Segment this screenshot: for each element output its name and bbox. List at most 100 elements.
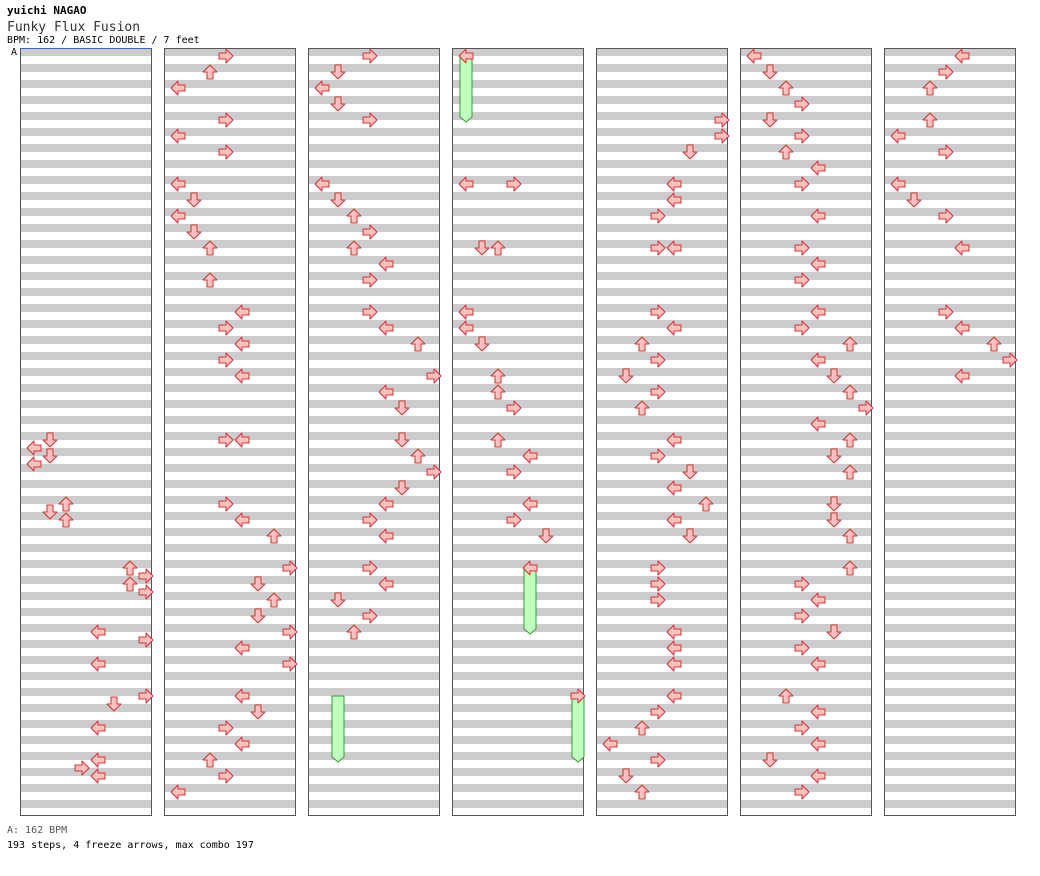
step-arrow-right: [218, 144, 234, 160]
beat-stripe: [740, 192, 872, 200]
step-arrow-left: [746, 48, 762, 64]
beat-stripe: [596, 528, 728, 536]
beat-stripe: [740, 688, 872, 696]
step-arrow-left: [810, 736, 826, 752]
step-arrow-right: [794, 608, 810, 624]
step-arrow-up: [634, 784, 650, 800]
beat-stripe: [308, 752, 440, 760]
beat-stripe: [164, 464, 296, 472]
beat-stripe: [20, 496, 152, 504]
beat-stripe: [164, 656, 296, 664]
step-arrow-right: [426, 368, 442, 384]
beat-stripe: [20, 800, 152, 808]
beat-stripe: [452, 720, 584, 728]
beat-stripe: [308, 448, 440, 456]
beat-stripe: [740, 512, 872, 520]
beat-stripe: [740, 352, 872, 360]
beat-stripe: [884, 672, 1016, 680]
beat-stripe: [452, 112, 584, 120]
step-arrow-left: [602, 736, 618, 752]
step-stats: 193 steps, 4 freeze arrows, max combo 19…: [7, 840, 254, 851]
step-arrow-right: [650, 352, 666, 368]
step-arrow-right: [218, 112, 234, 128]
beat-stripe: [164, 320, 296, 328]
step-arrow-right: [794, 96, 810, 112]
beat-stripe: [164, 512, 296, 520]
step-arrow-up: [842, 464, 858, 480]
beat-stripe: [20, 400, 152, 408]
beat-stripe: [308, 768, 440, 776]
step-arrow-up: [842, 560, 858, 576]
step-arrow-up: [346, 208, 362, 224]
beat-stripe: [308, 512, 440, 520]
step-arrow-right: [138, 688, 154, 704]
step-arrow-up: [490, 240, 506, 256]
step-arrow-left: [458, 176, 474, 192]
beat-stripe: [20, 288, 152, 296]
beat-stripe: [740, 496, 872, 504]
beat-stripe: [308, 704, 440, 712]
step-arrow-right: [362, 304, 378, 320]
beat-stripe: [884, 448, 1016, 456]
beat-stripe: [164, 416, 296, 424]
step-arrow-up: [778, 80, 794, 96]
beat-stripe: [884, 304, 1016, 312]
beat-stripe: [20, 384, 152, 392]
beat-stripe: [164, 400, 296, 408]
beat-stripe: [452, 448, 584, 456]
beat-stripe: [596, 64, 728, 72]
beat-stripe: [884, 416, 1016, 424]
step-arrow-left: [890, 128, 906, 144]
step-arrow-up: [842, 528, 858, 544]
beat-stripe: [308, 208, 440, 216]
beat-stripe: [452, 512, 584, 520]
step-arrow-up: [490, 368, 506, 384]
step-arrow-down: [186, 192, 202, 208]
step-arrow-left: [26, 440, 42, 456]
step-arrow-up: [922, 80, 938, 96]
beat-stripe: [308, 688, 440, 696]
beat-stripe: [596, 752, 728, 760]
beat-stripe: [884, 640, 1016, 648]
step-arrow-right: [650, 560, 666, 576]
step-arrow-left: [234, 736, 250, 752]
beat-stripe: [308, 416, 440, 424]
beat-stripe: [740, 768, 872, 776]
artist-name: yuichi NAGAO: [7, 4, 87, 17]
step-arrow-left: [954, 368, 970, 384]
step-arrow-up: [634, 720, 650, 736]
beat-stripe: [164, 720, 296, 728]
beat-stripe: [884, 336, 1016, 344]
beat-stripe: [164, 496, 296, 504]
step-arrow-left: [810, 256, 826, 272]
beat-stripe: [164, 704, 296, 712]
freeze-arrow: [331, 695, 345, 763]
step-arrow-right: [362, 112, 378, 128]
beat-stripe: [740, 608, 872, 616]
step-arrow-left: [810, 768, 826, 784]
beat-stripe: [596, 368, 728, 376]
step-arrow-left: [954, 240, 970, 256]
beat-stripe: [164, 384, 296, 392]
beat-stripe: [452, 496, 584, 504]
step-arrow-left: [234, 336, 250, 352]
beat-stripe: [740, 752, 872, 760]
beat-stripe: [884, 176, 1016, 184]
beat-stripe: [308, 240, 440, 248]
step-arrow-right: [938, 304, 954, 320]
step-arrow-down: [826, 496, 842, 512]
beat-stripe: [164, 768, 296, 776]
beat-stripe: [740, 640, 872, 648]
step-arrow-left: [234, 368, 250, 384]
beat-stripe: [20, 256, 152, 264]
step-arrow-left: [458, 304, 474, 320]
step-arrow-up: [842, 432, 858, 448]
step-arrow-up: [490, 384, 506, 400]
step-arrow-right: [74, 760, 90, 776]
beat-stripe: [20, 672, 152, 680]
beat-stripe: [740, 96, 872, 104]
beat-stripe: [308, 720, 440, 728]
step-arrow-down: [250, 704, 266, 720]
step-arrow-left: [90, 656, 106, 672]
